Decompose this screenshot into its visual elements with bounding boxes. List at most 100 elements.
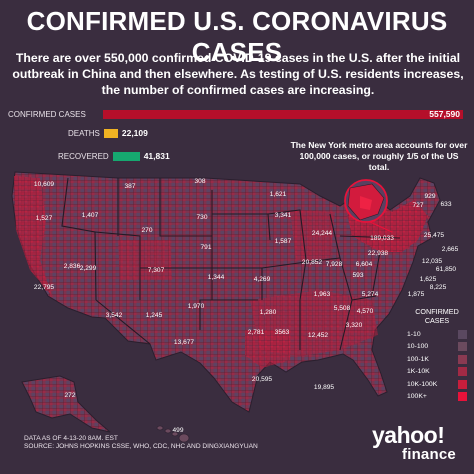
confirmed-value: 557,590: [429, 109, 460, 119]
legend: CONFIRMED CASES 1-10 10-100 100-1K 1K-10K 10…: [407, 307, 467, 403]
legend-swatch: [458, 342, 467, 352]
state-case-count: 1,527: [36, 215, 53, 222]
state-case-count: 25,475: [424, 232, 445, 239]
state-case-count: 308: [194, 178, 205, 185]
state-case-count: 12,452: [308, 332, 329, 339]
legend-swatch: [458, 367, 467, 377]
state-case-count: 12,035: [422, 258, 443, 265]
state-case-count: 2,781: [248, 329, 265, 336]
state-case-count: 1,587: [275, 238, 292, 245]
state-case-count: 189,033: [370, 235, 394, 242]
state-numbers: 10,609 387 308 1,621 929 633 727 1,527 1,407 730 3…: [34, 178, 459, 434]
state-case-count: 727: [412, 202, 423, 209]
state-case-count: 2,836: [64, 263, 81, 270]
state-case-count: 3,320: [346, 322, 363, 329]
legend-label: 10-100: [407, 343, 429, 351]
legend-item: 100-1K: [407, 353, 467, 366]
state-case-count: 633: [440, 201, 451, 208]
legend-swatch: [458, 329, 467, 339]
state-case-count: 3,341: [275, 212, 292, 219]
state-case-count: 929: [424, 193, 435, 200]
ny-metro-inset: [344, 179, 393, 233]
state-case-count: 3,542: [106, 312, 123, 319]
legend-item: 100K+: [407, 391, 467, 404]
legend-label: 1K-10K: [407, 368, 430, 376]
state-case-count: 272: [64, 392, 75, 399]
state-case-count: 4,269: [254, 276, 271, 283]
confirmed-label: CONFIRMED CASES: [8, 110, 86, 119]
state-case-count: 730: [196, 214, 207, 221]
state-case-count: 22,938: [368, 250, 389, 257]
legend-items: 1-10 10-100 100-1K 1K-10K 10K-100K 100K+: [407, 328, 467, 403]
state-case-count: 8,225: [430, 284, 447, 291]
description: There are over 550,000 confirmed COVID-1…: [12, 51, 464, 97]
recovered-label: RECOVERED: [58, 151, 109, 161]
west-coast-hotspot: [14, 176, 52, 296]
state-case-count: 1,280: [260, 309, 277, 316]
data-date: DATA AS OF 4-13-20 8AM. EST: [24, 435, 118, 442]
deaths-value: 22,109: [121, 128, 148, 138]
source-note: DATA AS OF 4-13-20 8AM. EST SOURCE: JOHN…: [24, 435, 258, 451]
state-case-count: 593: [352, 272, 363, 279]
state-case-count: 1,245: [146, 312, 163, 319]
legend-label: 1-10: [407, 330, 421, 338]
yahoo-logo: yahoo!: [372, 422, 445, 448]
recovered-bar: [112, 151, 140, 161]
state-case-count: 20,595: [252, 376, 273, 383]
page-title: CONFIRMED U.S. CORONAVIRUS CASES: [26, 6, 448, 67]
state-case-count: 2,665: [442, 246, 459, 253]
legend-item: 1K-10K: [407, 366, 467, 379]
state-case-count: 5,274: [362, 291, 379, 298]
confirmed-stat: CONFIRMED CASES: [8, 110, 86, 119]
state-case-count: 3563: [275, 329, 290, 336]
recovered-value: 41,831: [143, 151, 170, 161]
state-case-count: 791: [200, 244, 211, 251]
louisiana-hotspot: [245, 330, 290, 368]
legend-swatch: [458, 354, 467, 364]
recovered-stat: RECOVERED 41,831: [58, 151, 170, 161]
legend-label: 100-1K: [407, 355, 429, 363]
deaths-bar: [103, 128, 118, 138]
state-case-count: 1,970: [188, 303, 205, 310]
state-case-count: 1,407: [82, 212, 99, 219]
deaths-label: DEATHS: [68, 128, 100, 138]
state-case-count: 1,344: [208, 274, 225, 281]
state-case-count: 1,875: [408, 291, 425, 298]
deaths-stat: DEATHS 22,109: [68, 128, 148, 138]
state-case-count: 1,963: [314, 291, 331, 298]
legend-swatch: [458, 379, 467, 389]
state-case-count: 13,677: [174, 339, 195, 346]
legend-label: 10K-100K: [407, 380, 438, 388]
colorado-hotspot: [118, 240, 172, 280]
finance-logo: finance: [402, 446, 456, 463]
state-case-count: 10,609: [34, 181, 55, 188]
state-case-count: 19,895: [314, 384, 335, 391]
state-case-count: 4,570: [357, 308, 374, 315]
state-case-count: 270: [141, 227, 152, 234]
state-borders: [61, 177, 401, 351]
state-case-count: 7,928: [326, 261, 343, 268]
state-case-count: 1,625: [420, 276, 437, 283]
state-case-count: 1,621: [270, 191, 287, 198]
state-case-count: 6,604: [356, 261, 373, 268]
legend-item: 10-100: [407, 341, 467, 354]
state-case-count: 61,850: [436, 266, 457, 273]
legend-label: 100K+: [407, 393, 427, 401]
contiguous-us: [11, 171, 441, 413]
state-case-count: 20,852: [302, 259, 323, 266]
legend-item: 10K-100K: [407, 378, 467, 391]
confirmed-bar: [103, 110, 463, 119]
state-case-count: 7,307: [148, 267, 165, 274]
state-case-count: 2,299: [80, 265, 97, 272]
state-case-count: 499: [172, 427, 183, 434]
legend-item: 1-10: [407, 328, 467, 341]
state-case-count: 5,508: [334, 305, 351, 312]
hawaii: [156, 425, 190, 443]
state-case-count: 387: [124, 183, 135, 190]
legend-title: CONFIRMED CASES: [415, 307, 459, 325]
ny-callout: The New York metro area accounts for ove…: [290, 140, 468, 172]
alaska: [21, 375, 111, 433]
legend-swatch: [458, 392, 467, 402]
data-source: SOURCE: JOHNS HOPKINS CSSE, WHO, CDC, NH…: [24, 443, 258, 450]
